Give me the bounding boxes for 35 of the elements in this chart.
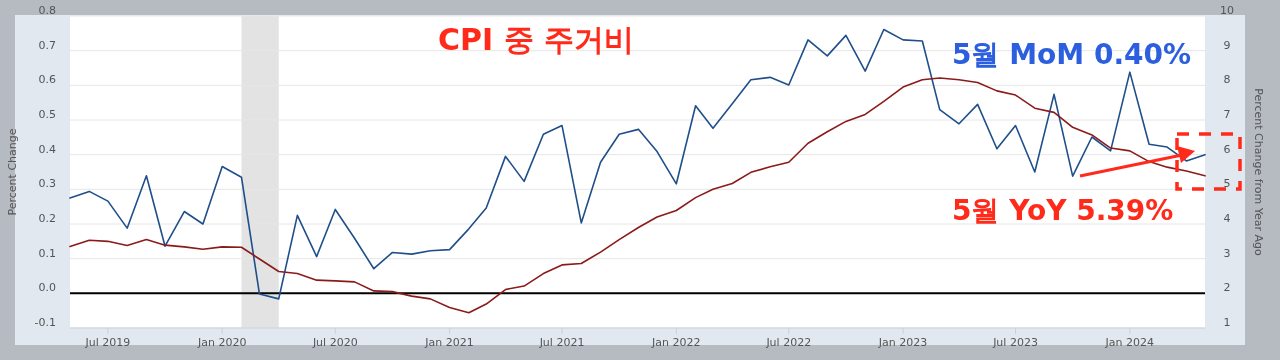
y2-tick-label: 7 xyxy=(1223,108,1231,121)
y2-tick-label: 2 xyxy=(1223,281,1231,295)
y2-tick-label: 6 xyxy=(1223,142,1231,156)
y-tick-label: 0.7 xyxy=(38,38,56,52)
y-tick-label: 0.1 xyxy=(38,246,56,260)
annotation: 5월 MoM 0.40% xyxy=(952,38,1192,71)
x-tick-label: Jul 2020 xyxy=(311,336,358,349)
annotation: 5월 YoY 5.39% xyxy=(952,194,1174,227)
y-tick-label: 0.5 xyxy=(38,108,56,121)
x-tick-label: Jul 2021 xyxy=(538,336,585,349)
y2-tick-label: 9 xyxy=(1223,38,1231,52)
y2-tick-label: 1 xyxy=(1223,316,1231,329)
y-tick-label: 0.0 xyxy=(38,281,56,295)
y-tick-label: -0.1 xyxy=(34,316,56,329)
x-tick-label: Jan 2024 xyxy=(1104,336,1155,349)
chart-title: CPI 중 주거비 xyxy=(438,22,635,57)
y2-tick-label: 3 xyxy=(1223,246,1231,260)
y2-tick-label: 8 xyxy=(1223,73,1231,87)
y2-tick-label: 10 xyxy=(1220,4,1234,17)
y2-axis-title: Percent Change from Year Ago xyxy=(1252,88,1265,257)
y2-tick-label: 4 xyxy=(1223,212,1231,225)
x-tick-label: Jan 2021 xyxy=(424,336,474,349)
y-tick-label: 0.2 xyxy=(38,212,56,225)
y-tick-label: 0.8 xyxy=(38,4,56,17)
x-tick-label: Jan 2022 xyxy=(651,336,701,349)
y-tick-label: 0.3 xyxy=(38,177,56,191)
x-tick-label: Jan 2023 xyxy=(877,336,928,349)
x-tick-label: Jul 2019 xyxy=(84,336,131,349)
x-tick-label: Jul 2022 xyxy=(765,336,812,349)
x-tick-label: Jan 2020 xyxy=(196,336,247,349)
y2-tick-label: 5 xyxy=(1223,177,1231,191)
x-tick-label: Jul 2023 xyxy=(992,336,1038,349)
y-tick-label: 0.6 xyxy=(38,73,56,87)
y-tick-label: 0.4 xyxy=(38,142,56,156)
y-axis-title: Percent Change xyxy=(6,128,19,216)
